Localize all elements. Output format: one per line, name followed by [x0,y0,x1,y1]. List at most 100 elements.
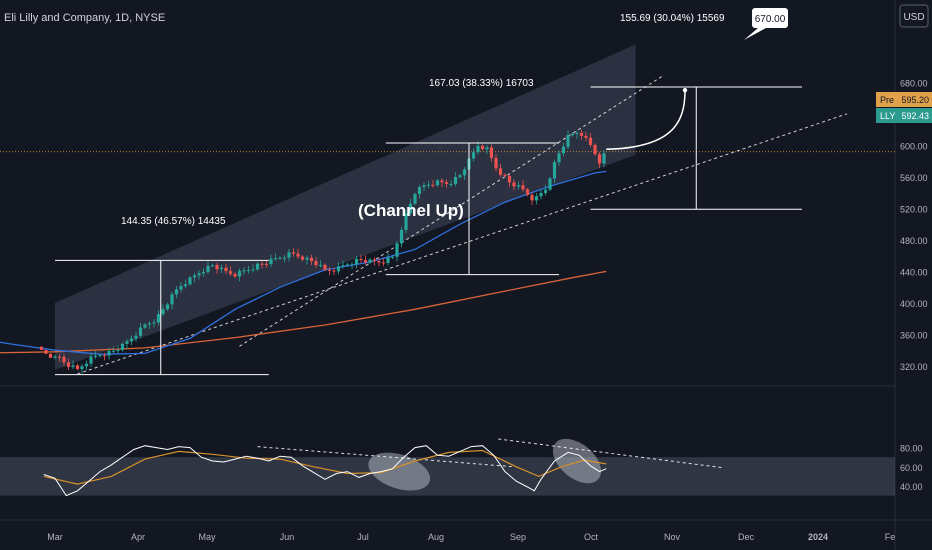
candle-body [534,196,539,201]
candle-body [251,269,255,271]
candle-body [399,229,404,244]
candle-body [75,365,80,369]
candle-body [138,327,143,336]
candle-body [579,132,584,136]
candle-body [120,343,125,350]
candle-body [363,260,368,263]
candle-body [309,257,314,262]
candle-body [71,365,75,367]
candle-body [215,265,219,270]
candle-body [404,213,408,230]
time-tick-label: Jun [280,532,295,542]
candle-body [246,269,251,271]
candle-body [147,323,152,325]
candle-body [453,177,458,184]
candle-body [390,256,395,258]
price-tick-label: 440.00 [900,267,928,277]
candle-body [570,134,575,136]
candle-body [237,270,242,277]
candle-body [314,261,318,266]
candle-body [62,356,66,363]
measure-label-1: 144.35 (46.57%) 14435 [121,216,226,227]
rsi-tick-label: 60.00 [900,463,923,473]
price-tick-label: 360.00 [900,330,928,340]
candle-body [381,262,386,264]
badge-pre-tag: Pre [880,95,894,105]
candle-body [228,271,233,274]
candle-body [129,338,134,342]
badge-pre-value: 595.20 [901,95,929,105]
candle-body [98,355,102,357]
candle-body [413,194,417,204]
candle-body [377,261,381,263]
measure-label-2: 167.03 (38.33%) 16703 [429,78,534,89]
candle-body [462,169,467,176]
target-callout[interactable]: 670.00 [744,8,788,40]
candle-body [165,304,170,310]
rsi-highlight-1 [368,452,431,491]
time-tick-label: Apr [131,532,145,542]
ma200-line [0,270,607,354]
candle-body [395,243,399,257]
candle-body [300,256,305,260]
candle-body [557,153,561,163]
candle-body [161,309,165,315]
candle-body [350,264,354,266]
candle-body [152,322,156,324]
projection-target-dot [682,88,688,93]
candle-body [372,259,377,262]
rsi-trendline-2 [498,438,724,469]
candle-body [219,267,224,270]
rsi-band [0,457,895,496]
time-tick-label: Jul [357,532,369,542]
candle-body [332,270,336,272]
price-tick-label: 560.00 [900,173,928,183]
candle-body [84,363,89,367]
currency-button[interactable]: USD [899,4,929,28]
candle-body [489,147,494,158]
candle-body [116,349,120,351]
candle-body [102,355,107,357]
rsi-tick-label: 40.00 [900,482,923,492]
candle-body [66,362,71,367]
price-tick-label: 680.00 [900,78,928,88]
candle-body [111,350,116,352]
candle-body [426,184,431,186]
candle-body [242,270,246,272]
candle-body [354,258,359,265]
candle-body [44,349,48,354]
candle-body [287,252,291,258]
candle-body [444,182,449,184]
candle-body [449,183,453,185]
candle-body [224,267,228,272]
measure-label-3: 155.69 (30.04%) 15569 [620,13,725,24]
candle-body [264,263,269,265]
candle-body [336,266,341,272]
candle-body [39,346,44,350]
candle-body [278,257,282,259]
candle-body [543,189,548,193]
time-tick-label: Dec [738,532,755,542]
candle-body [57,356,62,358]
badge-lly: LLY 592.43 [876,108,932,123]
price-tick-label: 600.00 [900,141,928,151]
badge-lly-bg [876,108,932,123]
candle-body [485,147,489,150]
candle-body [305,257,309,260]
candle-body [588,137,593,145]
candle-body [525,189,530,195]
time-tick-label: Aug [428,532,444,542]
candles [39,129,606,374]
rsi-highlight-2 [552,438,602,484]
candle-body [566,135,570,147]
time-tick-label: May [198,532,216,542]
candle-body [548,178,552,190]
candle-body [386,257,390,263]
candle-body [318,264,323,266]
currency-label: USD [903,12,924,23]
candle-body [521,185,525,190]
target-pointer [744,28,766,40]
candle-body [494,157,498,169]
